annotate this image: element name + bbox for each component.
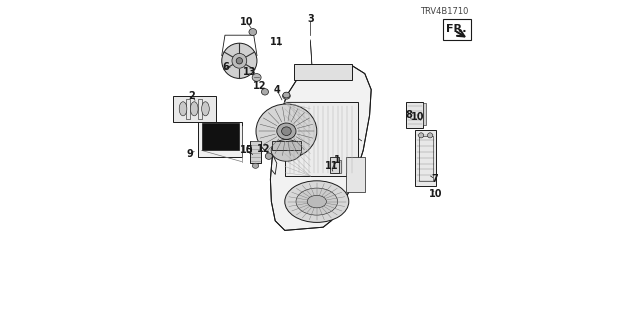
Text: 2: 2 <box>188 91 195 101</box>
Ellipse shape <box>249 28 257 36</box>
Text: 12: 12 <box>252 81 266 92</box>
Ellipse shape <box>296 188 338 215</box>
Text: 4: 4 <box>273 84 280 95</box>
Ellipse shape <box>283 93 290 99</box>
Ellipse shape <box>419 133 424 138</box>
Text: 1: 1 <box>334 155 341 165</box>
Text: 6: 6 <box>222 62 229 72</box>
Bar <box>198 99 202 119</box>
Text: 11: 11 <box>270 36 284 47</box>
Bar <box>330 157 339 173</box>
Ellipse shape <box>236 58 243 64</box>
Bar <box>186 99 189 119</box>
Text: FR.: FR. <box>447 24 467 34</box>
Bar <box>415 130 436 186</box>
Bar <box>294 64 352 80</box>
Bar <box>346 157 365 192</box>
Ellipse shape <box>191 102 198 116</box>
Ellipse shape <box>222 43 257 78</box>
Ellipse shape <box>179 102 187 116</box>
Ellipse shape <box>252 74 261 81</box>
Ellipse shape <box>271 140 301 161</box>
Text: 10: 10 <box>239 145 253 156</box>
Bar <box>333 160 340 173</box>
Polygon shape <box>270 66 371 230</box>
Bar <box>406 102 423 128</box>
Ellipse shape <box>285 181 349 222</box>
Bar <box>285 102 358 176</box>
Ellipse shape <box>283 92 290 98</box>
Ellipse shape <box>262 89 269 95</box>
Ellipse shape <box>428 133 433 138</box>
Ellipse shape <box>256 104 317 158</box>
Text: 10: 10 <box>411 112 424 122</box>
Ellipse shape <box>282 127 291 136</box>
Bar <box>250 141 261 163</box>
Bar <box>419 136 433 181</box>
Bar <box>202 123 239 150</box>
Ellipse shape <box>266 153 273 159</box>
Ellipse shape <box>307 195 326 208</box>
Text: 9: 9 <box>186 148 193 159</box>
Ellipse shape <box>252 163 259 168</box>
Bar <box>173 96 216 122</box>
Text: 13: 13 <box>243 67 257 77</box>
Text: 7: 7 <box>432 174 438 184</box>
Ellipse shape <box>202 102 209 116</box>
Ellipse shape <box>276 123 296 140</box>
Text: 11: 11 <box>324 161 338 172</box>
Bar <box>443 19 471 40</box>
Bar <box>423 103 426 125</box>
Text: TRV4B1710: TRV4B1710 <box>420 7 468 16</box>
Ellipse shape <box>232 53 247 68</box>
Text: 5: 5 <box>246 145 252 156</box>
Text: 3: 3 <box>307 14 314 24</box>
Text: 10: 10 <box>429 188 443 199</box>
Text: 12: 12 <box>257 144 271 154</box>
Bar <box>272 141 301 150</box>
Text: 8: 8 <box>406 110 412 120</box>
Text: 10: 10 <box>240 17 254 28</box>
Bar <box>198 122 242 157</box>
